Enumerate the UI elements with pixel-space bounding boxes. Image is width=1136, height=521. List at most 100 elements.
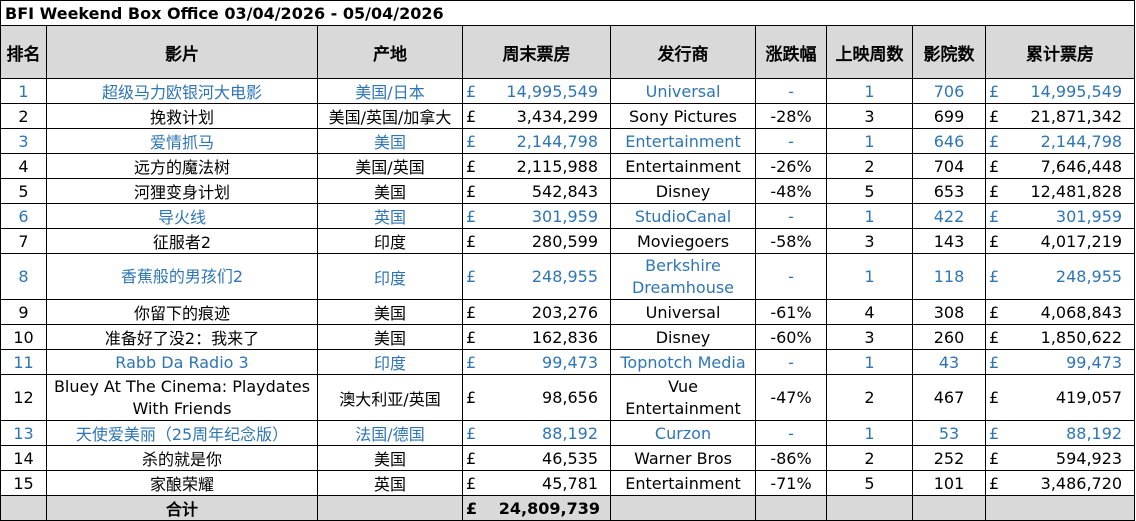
rank-cell: 10: [0, 324, 47, 350]
cinemas-cell: 646: [912, 128, 986, 154]
table-row[interactable]: 5 河狸变身计划 美国 £542,843 Disney -48% 5 653 £12,481,8…: [0, 178, 1136, 204]
table-row[interactable]: 6 导火线 英国 £301,959 StudioCanal -1 422 £301,959: [0, 203, 1136, 229]
cinemas-cell: 706: [912, 78, 986, 104]
origin-cell: 美国: [317, 178, 463, 204]
currency-cell: £: [462, 349, 489, 375]
change-cell: -: [755, 78, 827, 104]
currency-cell: £: [985, 128, 1012, 154]
origin-cell: 法国/德国: [317, 420, 463, 446]
table-row[interactable]: 1 超级马力欧银河大电影 美国/日本 £14,995,549 Universal -1 70…: [0, 78, 1136, 104]
header-row: 排名 影片 产地 周末票房 发行商 涨跌幅 上映周数 影院数 累计票房: [0, 25, 1136, 79]
weekend-gross-cell: 2,115,988: [488, 153, 611, 179]
origin-cell: 美国: [317, 299, 463, 325]
weekend-gross-cell: 98,656: [488, 374, 611, 421]
change-cell: -71%: [755, 470, 827, 496]
header-distributor[interactable]: 发行商: [610, 25, 756, 79]
origin-cell: 英国: [317, 470, 463, 496]
header-weeks[interactable]: 上映周数: [826, 25, 913, 79]
weeks-cell: 1: [826, 78, 913, 104]
weeks-cell: 3: [826, 324, 913, 350]
film-title-cell: 爱情抓马: [46, 128, 318, 154]
table-row[interactable]: 8 香蕉般的男孩们2 印度 £248,955 Berkshire Dreamhouse -…: [0, 253, 1136, 300]
weeks-cell: 2: [826, 374, 913, 421]
currency-cell: £: [462, 470, 489, 496]
table-row[interactable]: 12 Bluey At The Cinema: Playdates With Fr…: [0, 374, 1136, 421]
total-gross-cell: 1,850,622: [1011, 324, 1136, 350]
weeks-cell: 1: [826, 253, 913, 300]
weekend-gross-cell: 14,995,549: [488, 78, 611, 104]
total-empty-cell: [0, 495, 47, 521]
change-cell: -: [755, 253, 827, 300]
change-cell: -61%: [755, 299, 827, 325]
table-row[interactable]: 9 你留下的痕迹 美国 £203,276 Universal -61% 4 308 £4,068…: [0, 299, 1136, 325]
currency-cell: £: [985, 324, 1012, 350]
weeks-cell: 1: [826, 203, 913, 229]
distributor-cell: Disney: [610, 178, 756, 204]
table-row[interactable]: 14 杀的就是你 美国 £46,535 Warner Bros -86% 2 252 £594,…: [0, 445, 1136, 471]
total-gross-cell: 88,192: [1011, 420, 1136, 446]
header-cinemas[interactable]: 影院数: [912, 25, 986, 79]
cinemas-cell: 260: [912, 324, 986, 350]
change-cell: -86%: [755, 445, 827, 471]
distributor-cell: Universal: [610, 299, 756, 325]
table-row[interactable]: 3 爱情抓马 美国 £2,144,798 Entertainment -1 646 £2,14…: [0, 128, 1136, 154]
total-gross-cell: 4,068,843: [1011, 299, 1136, 325]
currency-cell: £: [985, 103, 1012, 129]
change-cell: -58%: [755, 228, 827, 254]
rank-cell: 1: [0, 78, 47, 104]
total-label: 合计: [46, 495, 318, 521]
table-row[interactable]: 13 天使爱美丽（25周年纪念版） 法国/德国 £88,192 Curzon -1 53 £8…: [0, 420, 1136, 446]
weekend-gross-cell: 99,473: [488, 349, 611, 375]
total-empty-cell: [984, 495, 1136, 521]
cinemas-cell: 422: [912, 203, 986, 229]
currency-cell: £: [985, 228, 1012, 254]
table-row[interactable]: 11 Rabb Da Radio 3 印度 £99,473 Topnotch Media…: [0, 349, 1136, 375]
header-change[interactable]: 涨跌幅: [755, 25, 827, 79]
origin-cell: 美国: [317, 128, 463, 154]
rank-cell: 12: [0, 374, 47, 421]
distributor-cell: Universal: [610, 78, 756, 104]
header-origin[interactable]: 产地: [317, 25, 463, 79]
distributor-cell: Curzon: [610, 420, 756, 446]
header-weekend-gross[interactable]: 周末票房: [462, 25, 611, 79]
rank-cell: 6: [0, 203, 47, 229]
weekend-gross-cell: 45,781: [488, 470, 611, 496]
weekend-gross-cell: 88,192: [488, 420, 611, 446]
cinemas-cell: 252: [912, 445, 986, 471]
page-title: BFI Weekend Box Office 03/04/2026 - 05/0…: [0, 0, 1136, 26]
header-rank[interactable]: 排名: [0, 25, 47, 79]
total-gross-cell: 21,871,342: [1011, 103, 1136, 129]
weeks-cell: 1: [826, 128, 913, 154]
table-row[interactable]: 15 家酿荣耀 英国 £45,781 Entertainment -71% 5 101 £3,4…: [0, 470, 1136, 496]
cinemas-cell: 704: [912, 153, 986, 179]
table-row[interactable]: 7 征服者2 印度 £280,599 Moviegoers -58% 3 143 £4,017,…: [0, 228, 1136, 254]
total-gross-cell: 99,473: [1011, 349, 1136, 375]
currency-cell: £: [462, 374, 489, 421]
change-cell: -26%: [755, 153, 827, 179]
change-cell: -: [755, 128, 827, 154]
origin-cell: 美国: [317, 324, 463, 350]
table-row[interactable]: 2 挽救计划 美国/英国/加拿大 £3,434,299 Sony Pictures -28…: [0, 103, 1136, 129]
film-title-cell: 天使爱美丽（25周年纪念版）: [46, 420, 318, 446]
header-total-gross[interactable]: 累计票房: [984, 25, 1136, 79]
distributor-cell: Entertainment: [610, 153, 756, 179]
total-currency: £: [462, 495, 489, 521]
weeks-cell: 5: [826, 178, 913, 204]
change-cell: -60%: [755, 324, 827, 350]
currency-cell: £: [462, 299, 489, 325]
film-title-cell: 远方的魔法树: [46, 153, 318, 179]
film-title-cell: 家酿荣耀: [46, 470, 318, 496]
total-gross-cell: 419,057: [1011, 374, 1136, 421]
currency-cell: £: [985, 445, 1012, 471]
origin-cell: 澳大利亚/英国: [317, 374, 463, 421]
table-row[interactable]: 10 准备好了没2：我来了 美国 £162,836 Disney -60% 3 260 £1,8…: [0, 324, 1136, 350]
origin-cell: 美国/英国/加拿大: [317, 103, 463, 129]
origin-cell: 美国/日本: [317, 78, 463, 104]
weekend-gross-cell: 248,955: [488, 253, 611, 300]
header-film[interactable]: 影片: [46, 25, 318, 79]
table-row[interactable]: 4 远方的魔法树 美国/英国 £2,115,988 Entertainment -26% 2…: [0, 153, 1136, 179]
film-title-cell: 超级马力欧银河大电影: [46, 78, 318, 104]
weeks-cell: 3: [826, 228, 913, 254]
currency-cell: £: [462, 128, 489, 154]
